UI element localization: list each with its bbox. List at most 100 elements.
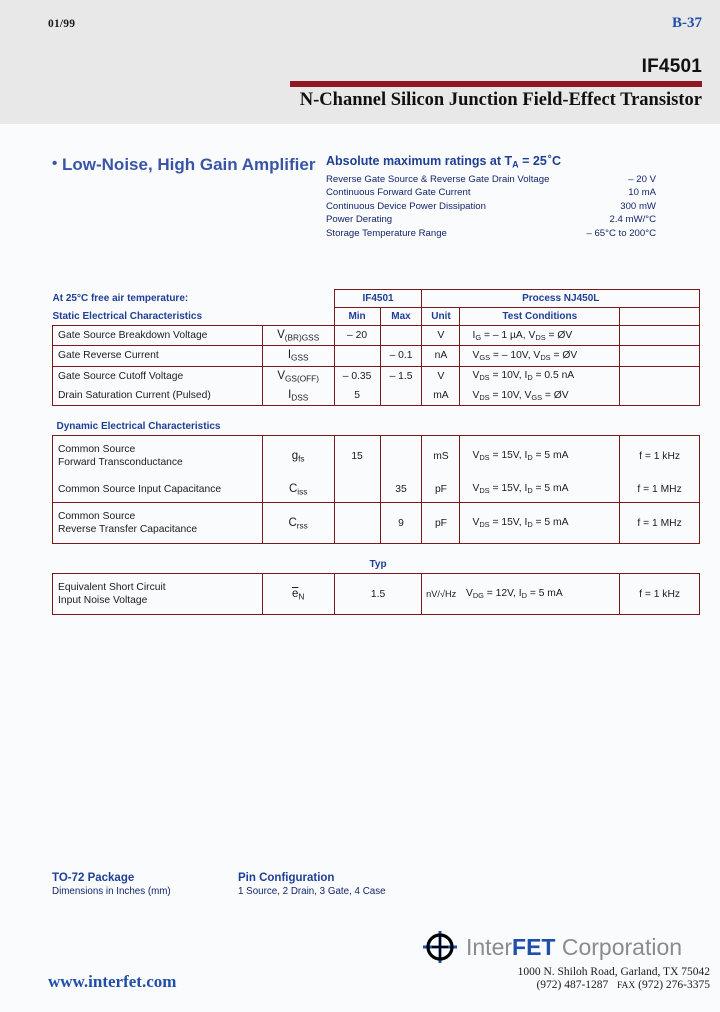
param-cell: Gate Source Cutoff Voltage xyxy=(52,365,263,386)
min-cell xyxy=(333,345,381,367)
rating-label: Reverse Gate Source & Reverse Gate Drain… xyxy=(326,173,550,185)
rating-label: Continuous Forward Gate Current xyxy=(326,187,471,199)
param-cell: Equivalent Short Circuit Input Noise Volt… xyxy=(52,573,263,616)
symbol-cell: IDSS xyxy=(261,385,335,407)
frequency-cell: f = 1 MHz xyxy=(619,502,700,545)
interfet-logo-icon xyxy=(423,931,457,963)
rating-label: Storage Temperature Range xyxy=(326,227,447,239)
section-spacer-2 xyxy=(52,543,700,557)
min-cell: – 20 xyxy=(333,324,381,347)
process-header-cell: Process NJ450L xyxy=(421,289,700,308)
rating-row: Continuous Device Power Dissipation 300 m… xyxy=(326,200,656,214)
test-conditions-cell: VDS = 15V, ID = 5 mA xyxy=(459,435,621,477)
min-cell xyxy=(333,502,381,545)
symbol-cell: Ciss xyxy=(261,476,335,504)
table-row: Gate Source Breakdown Voltage V(BR)GSS – 2… xyxy=(52,324,700,347)
company-name-part1: Inter xyxy=(466,933,513,960)
col-header-test-conditions: Test Conditions xyxy=(459,307,621,326)
rating-value: 10 mA xyxy=(628,187,656,199)
rating-row: Continuous Forward Gate Current 10 mA xyxy=(326,186,656,200)
company-footer: InterFET Corporation 1000 N. Shiloh Road… xyxy=(420,930,710,991)
package-title: TO-72 Package xyxy=(52,872,135,884)
unit-cell: pF xyxy=(421,502,461,545)
rating-row: Storage Temperature Range – 65°C to 200°C xyxy=(326,227,656,241)
max-cell: – 0.1 xyxy=(379,345,423,367)
frequency-cell: f = 1 MHz xyxy=(619,476,700,504)
max-cell: – 1.5 xyxy=(379,365,423,386)
min-cell: 5 xyxy=(333,385,381,407)
rating-value: 300 mW xyxy=(620,200,656,212)
unit-cell: pF xyxy=(421,476,461,504)
pin-configuration-block: Pin Configuration 1 Source, 2 Drain, 3 G… xyxy=(238,872,386,897)
pin-configuration-title: Pin Configuration xyxy=(238,872,335,884)
company-phone: (972) 487-1287 xyxy=(536,979,609,991)
table-header-row-2: Static Electrical Characteristics Min Ma… xyxy=(52,307,700,326)
company-name-part3: Corporation xyxy=(555,933,683,960)
package-subtitle: Dimensions in Inches (mm) xyxy=(52,886,171,897)
page-subtitle: N-Channel Silicon Junction Field-Effect … xyxy=(299,90,702,110)
test-conditions-cell: VGS = – 10V, VDS = ØV xyxy=(459,345,621,367)
spacer-cell-b xyxy=(262,308,334,326)
table-row: Common Source Forward Transconductance gfs… xyxy=(52,435,700,477)
section-spacer-1 xyxy=(52,405,700,419)
param-cell: Gate Source Breakdown Voltage xyxy=(52,324,263,347)
param-cell: Common Source Input Capacitance xyxy=(52,476,263,504)
col-header-frequency xyxy=(619,307,700,326)
unit-cell: V xyxy=(421,365,461,386)
header-band xyxy=(0,0,720,124)
rating-label: Power Derating xyxy=(326,214,393,226)
absolute-maximum-ratings: Absolute maximum ratings at TA = 25 ˚C R… xyxy=(326,154,656,240)
table-row: Common Source Input Capacitance Ciss 35 pF… xyxy=(52,476,700,504)
typ-value-cell: 1.5 xyxy=(333,573,423,616)
header-rule xyxy=(290,81,702,87)
test-conditions-cell: VDS = 10V, ID = 0.5 nA xyxy=(459,365,621,386)
rating-row: Power Derating 2.4 mW/°C xyxy=(326,213,656,227)
unit-cell: nV/√Hz xyxy=(421,573,460,616)
company-fax: (972) 276-3375 xyxy=(638,979,710,991)
max-cell: 35 xyxy=(379,476,423,504)
max-cell xyxy=(379,435,423,477)
symbol-cell: VGS(OFF) xyxy=(261,365,335,386)
table-row: Gate Reverse Current IGSS – 0.1 nA VGS = – … xyxy=(52,345,700,367)
unit-cell: nA xyxy=(421,345,461,367)
test-conditions-cell: VDG = 12V, ID = 5 mA xyxy=(459,573,621,616)
device-header-cell: IF4501 xyxy=(333,289,423,308)
typ-header-row: Typ xyxy=(53,556,700,574)
rating-value: – 20 V xyxy=(628,173,656,185)
test-conditions-cell: VDS = 15V, ID = 5 mA xyxy=(459,502,621,545)
symbol-cell: Crss xyxy=(261,502,335,545)
symbol-cell: gfs xyxy=(261,435,335,477)
frequency-cell xyxy=(619,365,700,386)
dynamic-section-title-cell: Dynamic Electrical Characteristics xyxy=(56,421,221,433)
date-stamp: 01/99 xyxy=(48,18,76,30)
frequency-cell xyxy=(619,385,700,407)
static-section-title-cell: Static Electrical Characteristics xyxy=(52,310,203,322)
part-number-title: IF4501 xyxy=(641,56,702,77)
param-cell: Gate Reverse Current xyxy=(52,345,263,367)
frequency-cell: f = 1 kHz xyxy=(619,573,700,616)
characteristics-table: At 25°C free air temperature: IF4501 Pro… xyxy=(52,289,700,616)
fax-label: FAX xyxy=(616,981,636,991)
param-cell: Common Source Reverse Transfer Capacitanc… xyxy=(52,502,263,545)
website-link[interactable]: www.interfet.com xyxy=(48,972,177,991)
free-air-note-cell: At 25°C free air temperature: xyxy=(52,293,189,304)
typ-spacer-right xyxy=(422,556,700,574)
company-phone-line: (972) 487-1287 FAX (972) 276-3375 xyxy=(420,979,710,991)
company-name: InterFET Corporation xyxy=(466,934,682,961)
rating-row: Reverse Gate Source & Reverse Gate Drain… xyxy=(326,173,656,187)
frequency-cell xyxy=(619,324,700,347)
typ-header-cell: Typ xyxy=(369,559,387,571)
max-cell xyxy=(379,324,423,347)
feature-text: Low-Noise, High Gain Amplifier xyxy=(62,155,316,174)
symbol-cell: IGSS xyxy=(261,345,335,367)
company-address: 1000 N. Shiloh Road, Garland, TX 75042 xyxy=(517,966,710,978)
rating-value: 2.4 mW/°C xyxy=(609,214,656,226)
min-cell: 15 xyxy=(333,435,381,477)
param-cell: Common Source Forward Transconductance xyxy=(52,435,263,477)
frequency-cell xyxy=(619,345,700,367)
symbol-cell: V(BR)GSS xyxy=(261,324,335,347)
col-header-min: Min xyxy=(333,307,381,326)
col-header-max: Max xyxy=(379,307,423,326)
dynamic-section-row: Dynamic Electrical Characteristics xyxy=(53,418,700,436)
